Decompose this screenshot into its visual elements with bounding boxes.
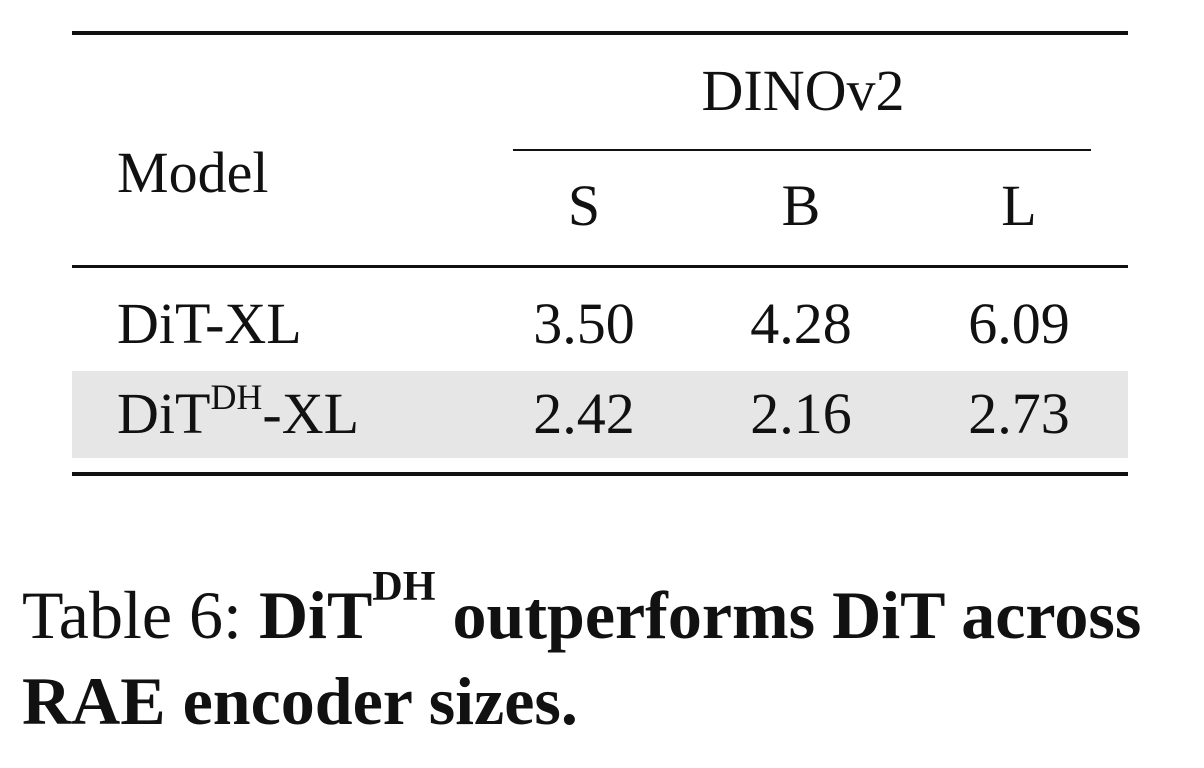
cell: 3.50 — [533, 291, 635, 356]
cell: 2.16 — [750, 381, 852, 446]
model-header: Model — [117, 140, 269, 205]
top-rule — [72, 31, 1128, 35]
cell: 4.28 — [750, 291, 852, 356]
row-model: DiT-XL — [117, 295, 302, 353]
group-header: DINOv2 — [701, 58, 905, 123]
column-header: B — [781, 173, 821, 238]
cell: 2.73 — [968, 381, 1070, 446]
mid-rule — [72, 265, 1128, 268]
model-sup: DH — [210, 376, 263, 417]
bottom-rule — [72, 472, 1128, 476]
model-suffix: -XL — [262, 381, 360, 446]
caption-title: DiTDH outperforms DiT across RAE encoder… — [22, 565, 1142, 739]
caption: Table 6: DiTDH outperforms DiT across RA… — [22, 565, 1192, 744]
cell: 2.42 — [533, 381, 635, 446]
model-name: DiT-XL — [117, 291, 302, 356]
row-highlight — [72, 371, 1128, 458]
group-rule — [513, 149, 1091, 151]
caption-label: Table 6: — [22, 577, 242, 653]
column-header: L — [1001, 173, 1037, 238]
cell: 6.09 — [968, 291, 1070, 356]
caption-text: outperforms DiT across RAE encoder sizes… — [22, 577, 1142, 739]
caption-title-sup: DH — [372, 562, 436, 610]
caption-title-base: DiT — [258, 577, 373, 653]
column-header: S — [567, 173, 601, 238]
row-model: DiTDH-XL — [117, 379, 359, 443]
model-name: DiT — [117, 381, 211, 446]
